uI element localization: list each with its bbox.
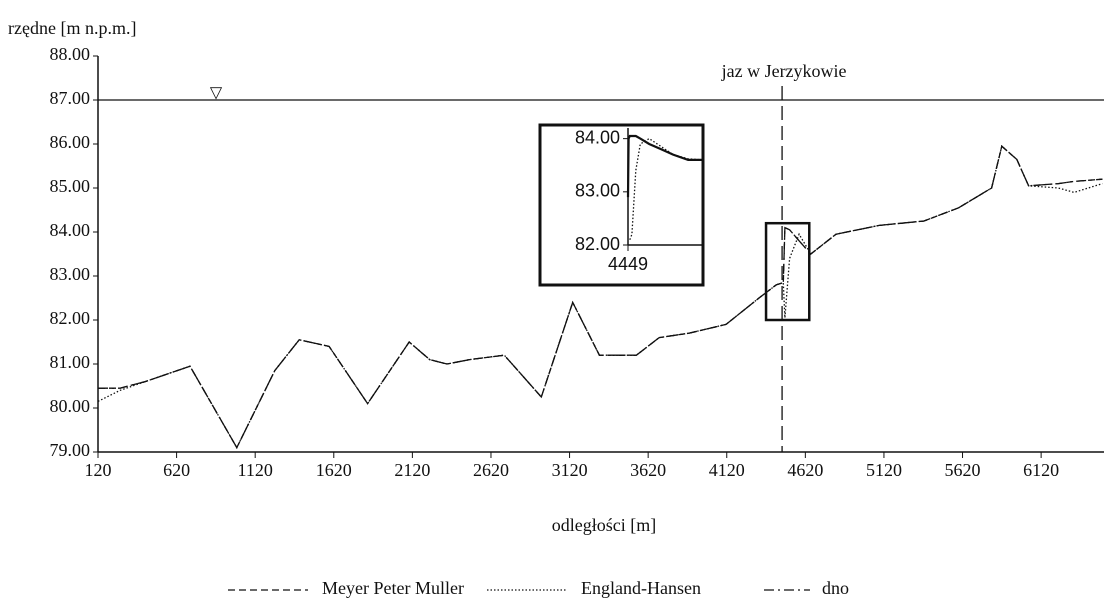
y-tick-label: 87.00	[50, 88, 91, 108]
y-tick-label: 84.00	[575, 127, 620, 147]
x-tick-label: 6120	[1023, 460, 1059, 480]
y-tick-label: 79.00	[50, 440, 91, 460]
y-tick-label: 83.00	[50, 264, 91, 284]
x-tick-label: 5120	[866, 460, 902, 480]
weir-label: jaz w Jerzykowie	[721, 61, 847, 81]
y-tick-label: 82.00	[575, 234, 620, 254]
x-tick-label: 5620	[945, 460, 981, 480]
y-tick-label: 88.00	[50, 44, 91, 64]
y-tick-label: 80.00	[50, 396, 91, 416]
x-tick-label: 2620	[473, 460, 509, 480]
y-tick-label: 86.00	[50, 132, 91, 152]
y-tick-label: 82.00	[50, 308, 91, 328]
x-axis-title: odległości [m]	[552, 515, 656, 535]
x-tick-label: 4620	[787, 460, 823, 480]
x-tick-label: 1620	[316, 460, 352, 480]
x-tick-label: 120	[85, 460, 112, 480]
y-tick-label: 81.00	[50, 352, 91, 372]
legend-label: dno	[822, 578, 849, 598]
x-tick-label: 1120	[238, 460, 273, 480]
legend-label: Meyer Peter Muller	[322, 578, 464, 598]
x-tick-label: 4120	[709, 460, 745, 480]
legend-label: England-Hansen	[581, 578, 701, 598]
zoom-box	[764, 221, 811, 322]
series-line	[98, 145, 1103, 449]
y-tick-label: 85.00	[50, 176, 91, 196]
x-tick-label: 4449	[608, 254, 648, 274]
x-tick-label: 3620	[630, 460, 666, 480]
y-tick-label: 84.00	[50, 220, 91, 240]
x-tick-label: 2120	[394, 460, 430, 480]
water-level-marker: ▽	[210, 85, 223, 102]
y-axis-title: rzędne [m n.p.m.]	[8, 18, 136, 38]
y-tick-label: 83.00	[575, 181, 620, 201]
inset: 82.00 83.00 84.00 4449	[538, 123, 705, 287]
x-tick-label: 3120	[552, 460, 588, 480]
x-tick-label: 620	[163, 460, 190, 480]
inset-frame	[538, 123, 705, 287]
